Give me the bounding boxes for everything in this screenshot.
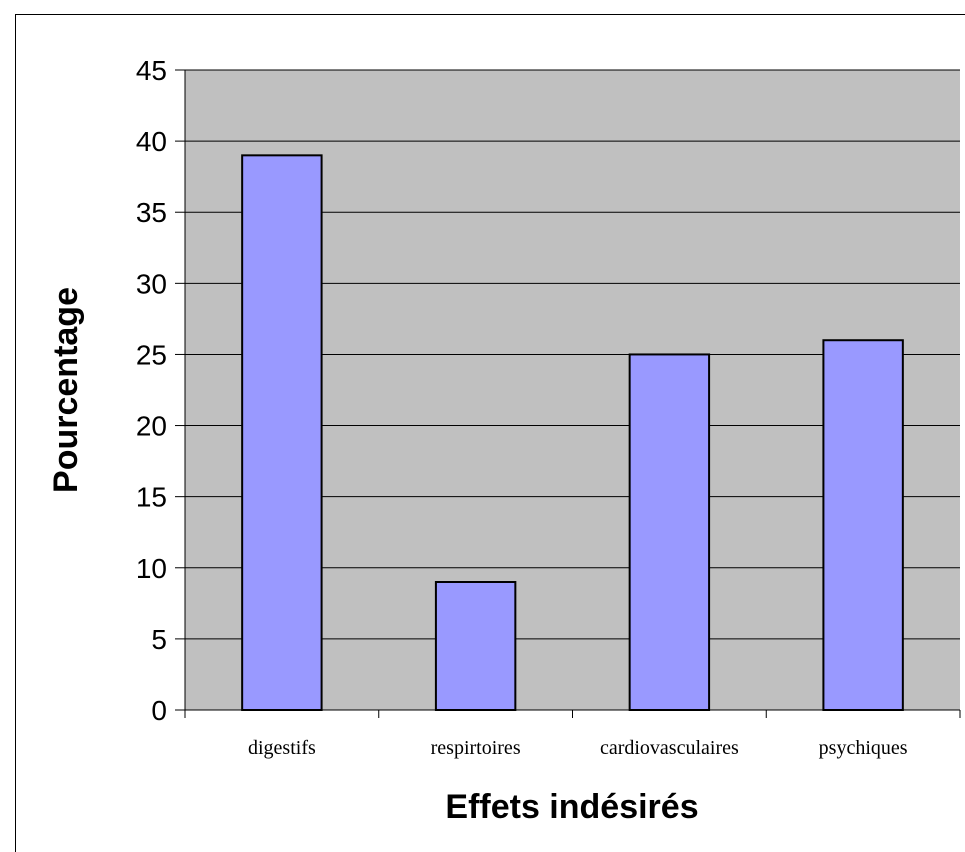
x-axis-title: Effets indésirés [445,788,698,826]
y-tick-label: 20 [136,411,167,442]
y-tick-label: 25 [136,339,167,370]
bar-respirtoires [434,581,517,711]
x-tick-label: psychiques [819,737,908,759]
bar-digestifs [241,154,323,712]
y-tick-label: 10 [136,553,167,584]
x-tick-label: respirtoires [431,737,521,759]
bar-psychiques [822,339,904,711]
x-tick-label: digestifs [248,737,316,759]
y-tick-label: 5 [151,624,167,655]
x-axis: digestifs respirtoires cardiovasculaires ps… [184,709,961,759]
bar-cardiovasculaires [628,353,711,711]
y-tick-label: 15 [136,482,167,513]
y-tick-label: 45 [136,55,167,86]
y-tick-label: 35 [136,197,167,228]
y-axis-title: Pourcentage [47,287,85,493]
y-tick-label: 30 [136,268,167,299]
bars [241,154,904,712]
y-axis: 0 5 10 15 20 25 30 35 40 45 [136,55,186,726]
y-tick-label: 40 [136,126,167,157]
y-tick-label: 0 [151,695,167,726]
x-tick-label: cardiovasculaires [600,737,739,759]
